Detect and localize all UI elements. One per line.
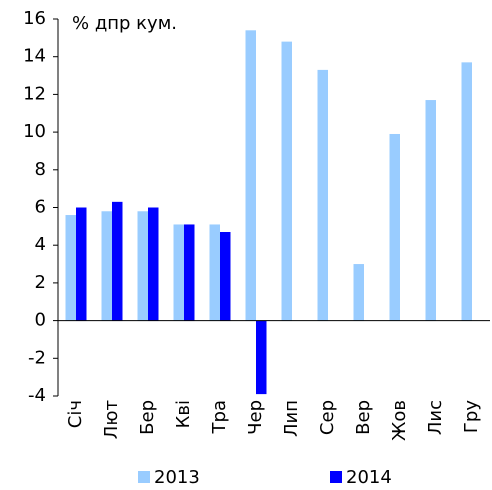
legend-swatch [330, 471, 342, 483]
y-tick-label: 16 [23, 8, 46, 29]
bar [101, 211, 112, 321]
y-tick-label: 4 [35, 234, 46, 255]
y-tick-label: 12 [23, 83, 46, 104]
x-tick-label: Гру [461, 400, 482, 433]
x-tick-label: Кві [173, 400, 194, 428]
x-tick-label: Тра [209, 400, 230, 434]
bar [173, 224, 184, 321]
x-tick-label: Сер [317, 400, 338, 435]
bar [425, 100, 436, 321]
bar [220, 232, 231, 321]
x-tick-label: Січ [65, 400, 86, 428]
bar [389, 133, 400, 321]
legend-label: 2014 [346, 467, 392, 486]
x-tick-label: Чер [245, 400, 266, 435]
y-tick-label: 6 [35, 197, 46, 218]
x-tick-label: Бер [137, 400, 158, 435]
bar [137, 211, 148, 321]
bar [209, 224, 220, 321]
y-tick-label: 0 [35, 310, 46, 331]
y-tick-label: 2 [35, 272, 46, 293]
legend-swatch [138, 471, 150, 483]
x-tick-label: Лют [101, 400, 122, 439]
bar [184, 224, 195, 321]
bar [353, 264, 364, 321]
legend-label: 2013 [154, 467, 200, 486]
bar [245, 30, 256, 321]
y-tick-label: 8 [35, 159, 46, 180]
bar [148, 207, 159, 321]
y-tick-label: 14 [23, 46, 46, 67]
x-tick-label: Лис [425, 400, 446, 435]
bar [256, 320, 267, 395]
bar [281, 41, 292, 321]
y-tick-label: -4 [28, 385, 46, 406]
bar [76, 207, 87, 321]
x-tick-label: Лип [281, 400, 302, 437]
y-tick-label: -2 [28, 347, 46, 368]
bar [65, 215, 76, 321]
x-tick-label: Вер [353, 400, 374, 435]
y-tick-label: 10 [23, 121, 46, 142]
bar [112, 201, 123, 321]
bar [461, 62, 472, 321]
bar [317, 69, 328, 321]
x-tick-label: Жов [389, 400, 410, 441]
annotation: % дпр кум. [72, 13, 177, 34]
